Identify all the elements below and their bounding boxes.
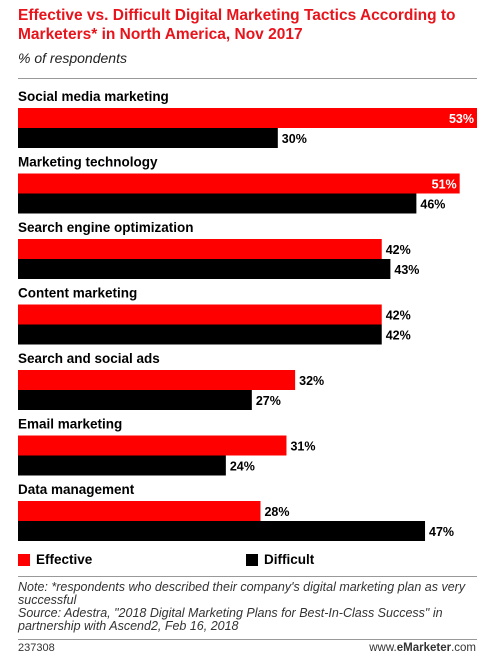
bar-difficult-social-media-marketing <box>18 128 278 148</box>
value-label-effective-email-marketing: 31% <box>290 440 315 454</box>
bar-effective-search-engine-optimization <box>18 239 382 259</box>
bar-chart: Social media marketing 53% 30% Marketing te… <box>18 89 477 541</box>
value-label-difficult-search-engine-optimization: 43% <box>394 263 419 277</box>
legend: Effective Difficult <box>18 552 478 570</box>
bottom-divider <box>18 639 477 640</box>
value-label-effective-search-engine-optimization: 42% <box>386 243 411 257</box>
legend-item-difficult: Difficult <box>246 552 314 567</box>
bar-effective-search-and-social-ads <box>18 370 296 390</box>
value-label-difficult-content-marketing: 42% <box>386 329 411 343</box>
bar-effective-content-marketing <box>18 304 382 325</box>
chart-id: 237308 <box>18 642 55 654</box>
value-label-effective-marketing-technology: 51% <box>432 178 457 192</box>
value-label-difficult-social-media-marketing: 30% <box>282 132 307 146</box>
value-label-difficult-data-management: 47% <box>429 525 454 539</box>
value-label-difficult-email-marketing: 24% <box>230 460 255 474</box>
value-label-effective-content-marketing: 42% <box>386 309 411 323</box>
bar-difficult-marketing-technology <box>18 193 417 214</box>
brand-suffix: .com <box>451 642 476 654</box>
value-label-difficult-marketing-technology: 46% <box>420 198 445 212</box>
category-label-marketing-technology: Marketing technology <box>18 155 158 170</box>
footnote-source: Source: Adestra, "2018 Digital Marketing… <box>18 606 443 633</box>
category-label-content-marketing: Content marketing <box>18 286 137 301</box>
footer-divider <box>18 576 477 577</box>
legend-label-effective: Effective <box>36 552 93 567</box>
legend-swatch-effective <box>18 553 30 566</box>
category-label-email-marketing: Email marketing <box>18 417 122 432</box>
bar-difficult-data-management <box>18 521 426 541</box>
bar-effective-email-marketing <box>18 435 287 456</box>
legend-label-difficult: Difficult <box>264 552 315 567</box>
value-label-effective-search-and-social-ads: 32% <box>299 374 324 388</box>
bar-difficult-search-engine-optimization <box>18 259 391 279</box>
value-label-effective-data-management: 28% <box>264 505 289 519</box>
top-divider <box>18 78 477 79</box>
bar-effective-social-media-marketing <box>18 108 477 128</box>
footnote-note: Note: *respondents who described their c… <box>18 580 466 607</box>
chart-subtitle: % of respondents <box>18 50 127 66</box>
category-label-data-management: Data management <box>18 482 135 497</box>
bar-difficult-email-marketing <box>18 455 226 476</box>
brand-name: eMarketer <box>396 642 452 654</box>
value-label-effective-social-media-marketing: 53% <box>449 112 474 126</box>
bar-difficult-content-marketing <box>18 324 382 345</box>
bar-effective-data-management <box>18 501 261 521</box>
legend-swatch-difficult <box>246 553 258 566</box>
brand-prefix: www. <box>369 642 397 654</box>
category-label-search-and-social-ads: Search and social ads <box>18 351 160 366</box>
value-label-difficult-search-and-social-ads: 27% <box>256 394 281 408</box>
chart-title: Effective vs. Difficult Digital Marketin… <box>18 7 456 43</box>
brand-link[interactable]: www.eMarketer.com <box>369 642 476 654</box>
bar-effective-marketing-technology <box>18 173 460 194</box>
legend-item-effective: Effective <box>18 552 92 567</box>
bar-difficult-search-and-social-ads <box>18 390 252 410</box>
category-label-social-media-marketing: Social media marketing <box>18 89 169 104</box>
category-label-search-engine-optimization: Search engine optimization <box>18 220 194 235</box>
footnote: Note: *respondents who described their c… <box>18 581 480 633</box>
